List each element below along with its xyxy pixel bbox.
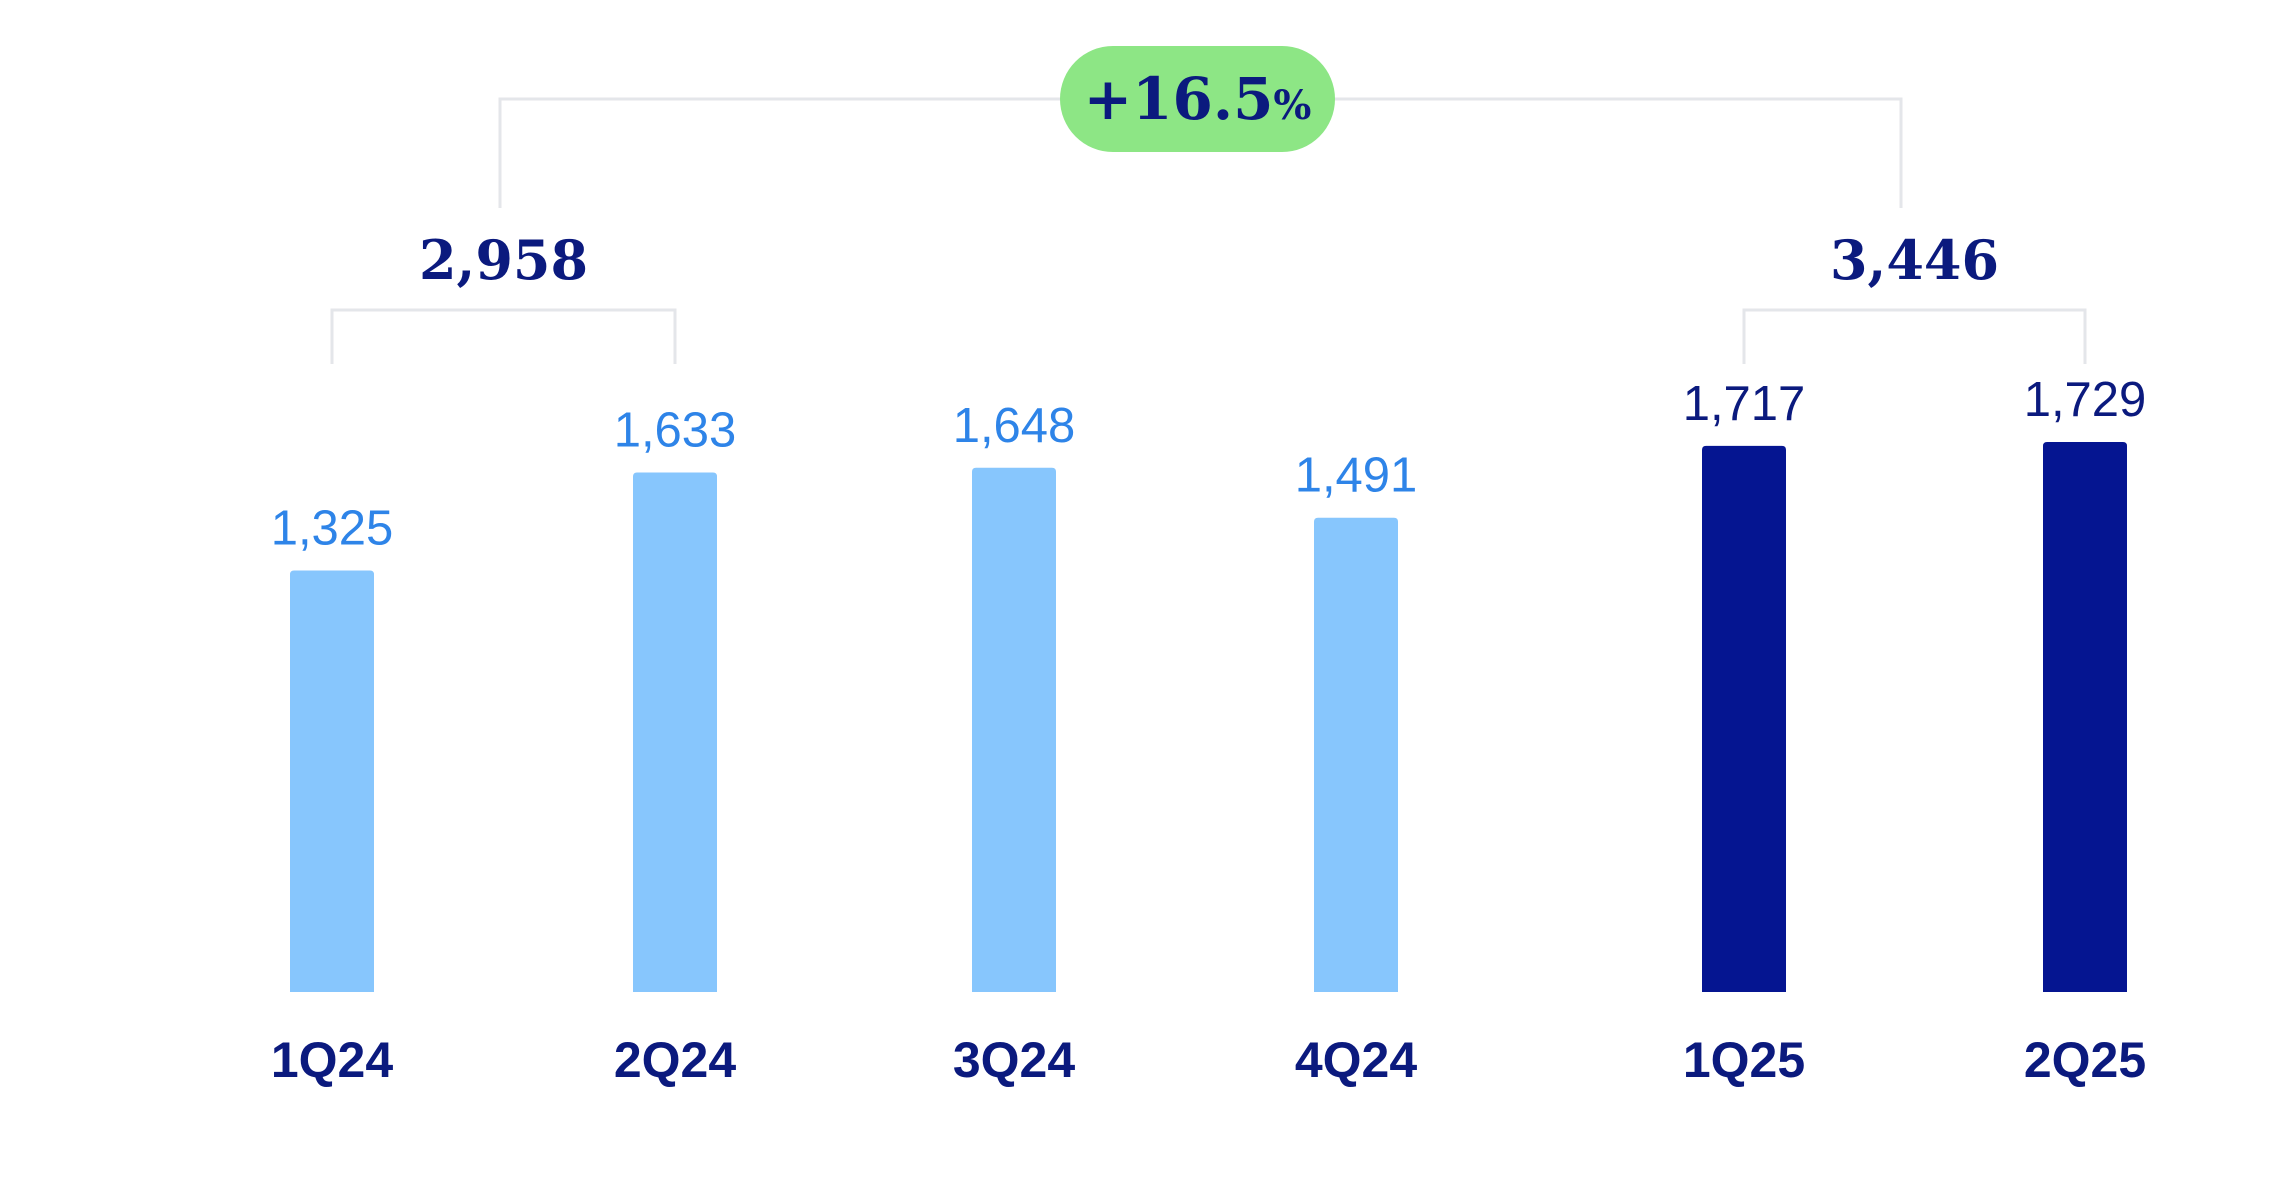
group-total-1: 2,958 (419, 228, 588, 292)
category-label-1q25: 1Q25 (1683, 1032, 1805, 1088)
category-label-4q24: 4Q24 (1295, 1032, 1418, 1088)
value-label-1q24: 1,325 (271, 502, 394, 556)
bar-4q24 (1314, 517, 1398, 992)
value-labels: 1,325 1,633 1,648 1,491 1,717 1,729 (271, 373, 2147, 556)
change-unit: % (1273, 82, 1311, 129)
category-label-3q24: 3Q24 (953, 1032, 1076, 1088)
value-label-1q25: 1,717 (1683, 377, 1806, 431)
bar-1q24 (290, 570, 374, 992)
category-label-1q24: 1Q24 (271, 1032, 394, 1088)
group-totals: 2,958 3,446 (419, 228, 1999, 292)
bar-2q24 (633, 472, 717, 993)
value-label-2q24: 1,633 (614, 404, 737, 458)
change-badge-background (1060, 46, 1335, 152)
value-label-2q25: 1,729 (2024, 373, 2147, 427)
category-label-2q24: 2Q24 (614, 1032, 737, 1088)
bars (290, 442, 2127, 993)
change-badge: +16.5% (1060, 46, 1335, 152)
value-label-4q24: 1,491 (1295, 449, 1418, 503)
change-value: +16.5 (1084, 65, 1274, 133)
category-labels: 1Q24 2Q24 3Q24 4Q24 1Q25 2Q25 (271, 1032, 2146, 1088)
group-total-2: 3,446 (1830, 228, 1999, 292)
bar-3q24 (972, 467, 1056, 992)
category-label-2q25: 2Q25 (2024, 1032, 2146, 1088)
group-bracket-1 (330, 308, 677, 364)
bar-1q25 (1702, 445, 1786, 992)
change-badge-text: +16.5% (1084, 65, 1312, 133)
group-bracket-2 (1742, 308, 2087, 364)
bar-2q25 (2043, 442, 2127, 992)
value-label-3q24: 1,648 (953, 399, 1076, 453)
